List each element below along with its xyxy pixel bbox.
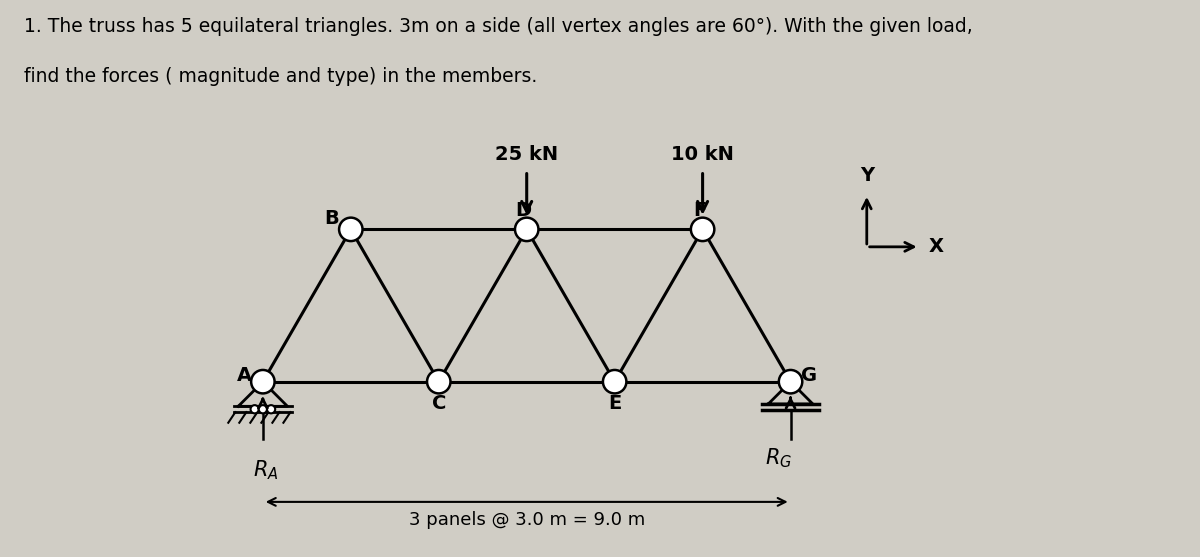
Text: $R_A$: $R_A$ (253, 458, 278, 481)
Text: A: A (236, 367, 252, 385)
Text: Y: Y (859, 167, 874, 185)
Text: find the forces ( magnitude and type) in the members.: find the forces ( magnitude and type) in… (24, 67, 538, 86)
Circle shape (266, 405, 275, 413)
Circle shape (691, 218, 714, 241)
Circle shape (251, 405, 259, 413)
Text: E: E (608, 394, 622, 413)
Text: B: B (325, 209, 340, 228)
Text: 3 panels @ 3.0 m = 9.0 m: 3 panels @ 3.0 m = 9.0 m (408, 511, 644, 529)
Text: 1. The truss has 5 equilateral triangles. 3m on a side (all vertex angles are 60: 1. The truss has 5 equilateral triangles… (24, 17, 973, 36)
Circle shape (515, 218, 539, 241)
Text: G: G (802, 367, 817, 385)
Text: C: C (432, 394, 446, 413)
Circle shape (602, 370, 626, 393)
Circle shape (259, 405, 266, 413)
Circle shape (340, 218, 362, 241)
Circle shape (427, 370, 450, 393)
Text: 25 kN: 25 kN (496, 145, 558, 164)
Circle shape (251, 370, 275, 393)
Text: 10 kN: 10 kN (671, 145, 734, 164)
Circle shape (779, 370, 803, 393)
Text: F: F (694, 201, 707, 220)
Text: D: D (516, 201, 532, 220)
Text: $R_G$: $R_G$ (766, 446, 792, 470)
Text: X: X (929, 237, 943, 256)
